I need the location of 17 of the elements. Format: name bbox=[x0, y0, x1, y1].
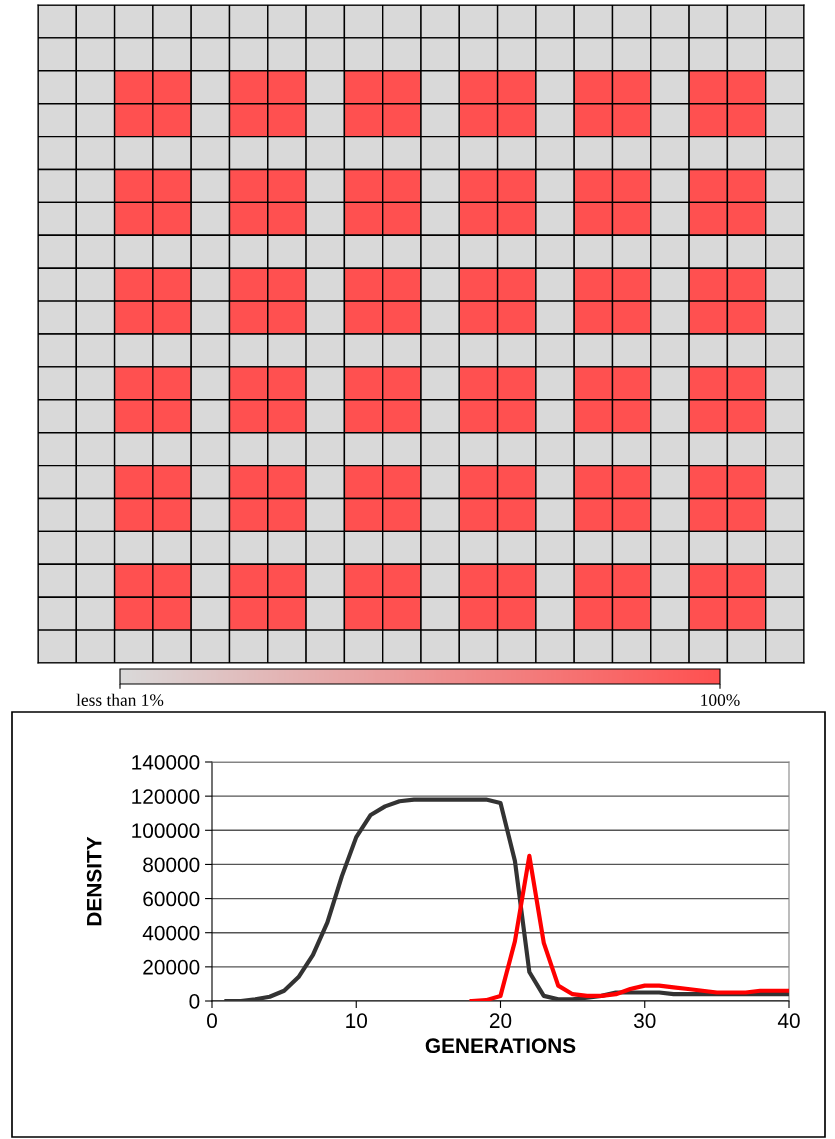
x-tick-label: 0 bbox=[207, 1013, 217, 1029]
y-tick-label: 20000 bbox=[143, 959, 200, 975]
x-axis-title: GENERATIONS bbox=[425, 1038, 576, 1054]
x-tick-label: 40 bbox=[777, 1013, 800, 1029]
x-tick-label: 30 bbox=[633, 1013, 656, 1029]
y-tick-label: 140000 bbox=[132, 755, 200, 770]
y-tick-label: 120000 bbox=[132, 789, 200, 804]
y-tick-label: 40000 bbox=[142, 925, 200, 941]
x-tick-label: 20 bbox=[489, 1013, 512, 1029]
color-bar-label: 100% bbox=[701, 694, 740, 706]
y-tick-label: 0 bbox=[189, 994, 200, 1009]
color-bar-label: less than 1% bbox=[76, 693, 164, 706]
y-tick-label: 100000 bbox=[132, 823, 200, 839]
y-axis-title: DENSITY bbox=[86, 836, 102, 926]
x-tick-label: 10 bbox=[346, 1013, 368, 1029]
y-tick-label: 80000 bbox=[143, 857, 200, 873]
y-tick-label: 60000 bbox=[143, 891, 200, 907]
